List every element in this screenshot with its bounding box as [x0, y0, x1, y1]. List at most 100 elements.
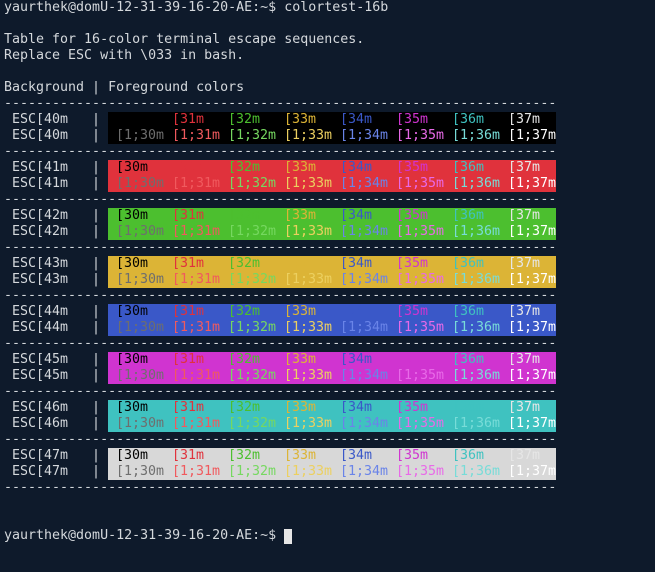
color-code: [1;33m [284, 176, 333, 191]
color-code: [1;33m [284, 368, 333, 383]
color-code: [1;33m [284, 224, 333, 239]
color-code: [1;32m [228, 272, 277, 287]
background-swatch [108, 208, 556, 240]
color-code: [35m [396, 352, 429, 367]
separator: | [92, 304, 101, 319]
color-code: [1;35m [396, 128, 445, 143]
color-code: [34m [340, 448, 373, 463]
color-code: [32m [228, 304, 261, 319]
color-code: [1;37m [508, 416, 557, 431]
color-code: [1;34m [340, 416, 389, 431]
color-code: [34m [340, 304, 373, 319]
color-code: [1;35m [396, 320, 445, 335]
color-code: [33m [284, 352, 317, 367]
color-code: [1;33m [284, 272, 333, 287]
rule: ----------------------------------------… [4, 96, 557, 111]
color-code: [30m [116, 160, 149, 175]
color-code: [36m [452, 304, 485, 319]
color-code: [35m [396, 400, 429, 415]
color-code: [30m [116, 400, 149, 415]
color-code: [1;36m [452, 320, 501, 335]
row-label: ESC[43m [12, 272, 69, 287]
color-code: [31m [172, 352, 205, 367]
color-code: [1;36m [452, 272, 501, 287]
separator: | [92, 368, 101, 383]
intro-line: Replace ESC with \033 in bash. [4, 48, 245, 63]
color-code: [30m [116, 208, 149, 223]
color-code: [37m [508, 400, 541, 415]
color-code: [1;36m [452, 176, 501, 191]
color-code: [1;37m [508, 128, 557, 143]
color-code: [34m [340, 256, 373, 271]
color-code: [1;37m [508, 224, 557, 239]
color-code: [1;33m [284, 128, 333, 143]
color-code: [36m [452, 400, 485, 415]
color-code: [1;34m [340, 224, 389, 239]
separator: | [92, 176, 101, 191]
color-code: [1;36m [452, 224, 501, 239]
color-code: [33m [284, 112, 317, 127]
color-code: [32m [228, 352, 261, 367]
separator: | [92, 160, 101, 175]
separator: | [92, 400, 101, 415]
color-code: [1;36m [452, 368, 501, 383]
color-code: [36m [452, 448, 485, 463]
color-code: [1;30m [116, 128, 165, 143]
color-code: [33m [284, 160, 317, 175]
color-code: [1;34m [340, 368, 389, 383]
color-code: [30m [116, 448, 149, 463]
color-code: [31m [172, 448, 205, 463]
background-swatch [108, 160, 556, 192]
separator: | [92, 320, 101, 335]
color-code: [34m [340, 352, 373, 367]
color-code: [1;33m [284, 320, 333, 335]
rule: ----------------------------------------… [4, 336, 557, 351]
color-code: [33m [284, 400, 317, 415]
color-code: [1;30m [116, 320, 165, 335]
row-label: ESC[46m [12, 400, 69, 415]
color-code: [1;31m [172, 272, 221, 287]
color-code: [36m [452, 208, 485, 223]
separator: | [92, 112, 101, 127]
color-code: [37m [508, 256, 541, 271]
color-code: [37m [508, 304, 541, 319]
color-code: [34m [340, 112, 373, 127]
color-code: [1;31m [172, 224, 221, 239]
color-code: [32m [228, 112, 261, 127]
background-swatch [108, 448, 556, 480]
color-code: [1;30m [116, 272, 165, 287]
color-code: [1;34m [340, 320, 389, 335]
background-swatch [108, 304, 556, 336]
color-code: [30m [116, 304, 149, 319]
color-code: [1;30m [116, 416, 165, 431]
color-code: [1;30m [116, 176, 165, 191]
color-code: [1;35m [396, 272, 445, 287]
color-code: [1;36m [452, 464, 501, 479]
color-code: [1;37m [508, 176, 557, 191]
color-code: [31m [172, 400, 205, 415]
row-label: ESC[45m [12, 368, 69, 383]
color-code: [1;34m [340, 464, 389, 479]
color-code: [1;36m [452, 416, 501, 431]
row-label: ESC[44m [12, 304, 69, 319]
color-code: [37m [508, 160, 541, 175]
color-code: [33m [284, 256, 317, 271]
rule: ----------------------------------------… [4, 384, 557, 399]
row-label: ESC[40m [12, 128, 69, 143]
separator: | [92, 272, 101, 287]
separator: | [92, 416, 101, 431]
separator: | [92, 352, 101, 367]
row-label: ESC[42m [12, 224, 69, 239]
rule: ----------------------------------------… [4, 288, 557, 303]
cursor [284, 529, 292, 544]
color-code: [1;35m [396, 368, 445, 383]
color-code: [35m [396, 448, 429, 463]
color-code: [1;31m [172, 320, 221, 335]
separator: | [92, 224, 101, 239]
color-code: [35m [396, 208, 429, 223]
color-code: [1;30m [116, 368, 165, 383]
color-code: [1;32m [228, 416, 277, 431]
color-code: [36m [452, 352, 485, 367]
prompt: yaurthek@domU-12-31-39-16-20-AE:~$ [4, 528, 277, 543]
color-code: [1;37m [508, 272, 557, 287]
